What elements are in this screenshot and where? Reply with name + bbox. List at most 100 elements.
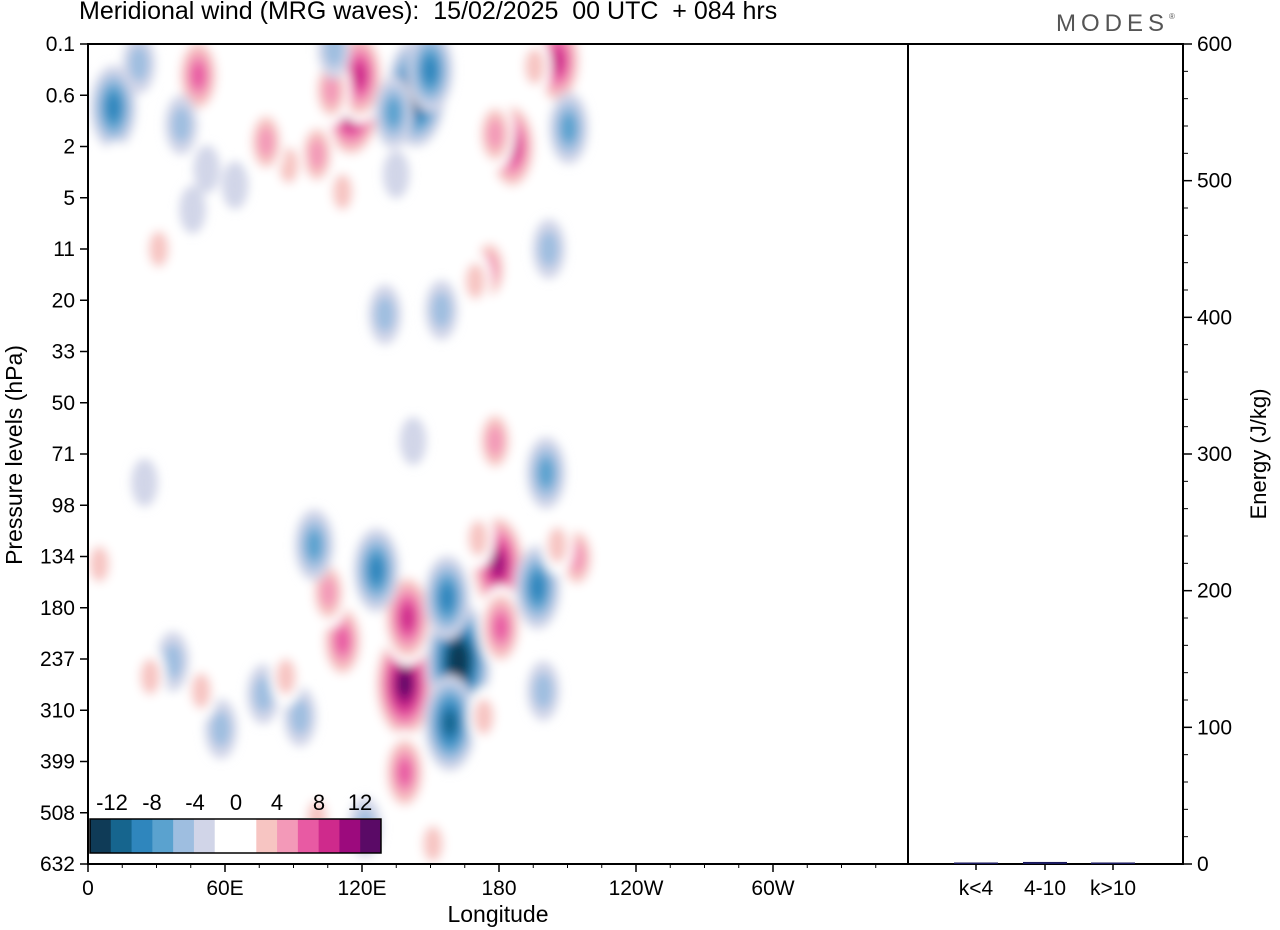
wind-anomaly bbox=[269, 646, 303, 707]
y-tick-label: 71 bbox=[52, 443, 75, 466]
contour-band bbox=[190, 61, 206, 90]
x-tick-label: 180 bbox=[481, 877, 516, 900]
contour-band bbox=[431, 292, 452, 329]
contour-band bbox=[334, 626, 351, 655]
contour-band bbox=[504, 789, 531, 838]
contour-band bbox=[550, 47, 565, 74]
contour-band bbox=[211, 711, 231, 748]
brand-logo: MODES® bbox=[1056, 10, 1175, 38]
wind-anomaly bbox=[423, 674, 476, 771]
wind-anomaly bbox=[261, 327, 288, 376]
colorbar-swatch bbox=[110, 819, 133, 853]
contour-band bbox=[491, 551, 505, 577]
contour-band bbox=[524, 48, 545, 85]
contour-band bbox=[465, 263, 486, 300]
energy-bars: 0 100 200 300 400 500 600 Energy (J/kg) k<4 4-10 k… bbox=[954, 33, 1271, 900]
wind-anomaly bbox=[478, 585, 524, 670]
wind-anomaly bbox=[461, 508, 495, 569]
wind-anomaly bbox=[294, 509, 334, 582]
colorbar-swatch bbox=[173, 819, 195, 853]
wind-anomaly bbox=[131, 458, 158, 507]
x-axis-label: Longitude bbox=[447, 901, 548, 927]
y-tick-label: 508 bbox=[40, 802, 75, 825]
wind-anomaly bbox=[526, 436, 566, 509]
wind-anomaly bbox=[372, 623, 438, 744]
contour-band bbox=[529, 573, 546, 602]
contour-band bbox=[171, 106, 192, 143]
wind-anomaly bbox=[246, 106, 286, 179]
contour-band bbox=[322, 74, 340, 106]
wind-anomaly bbox=[103, 141, 130, 190]
contour-band bbox=[140, 658, 161, 695]
contour-band bbox=[308, 138, 326, 170]
y-tick-label: 2 bbox=[63, 136, 75, 159]
x-tick-label: 60W bbox=[751, 877, 794, 900]
wind-anomaly bbox=[424, 555, 470, 640]
colorbar-label: 4 bbox=[271, 790, 283, 815]
contour-band bbox=[230, 317, 257, 366]
x-tick-label: 60E bbox=[206, 877, 243, 900]
wind-anomaly bbox=[353, 528, 400, 613]
wind-anomaly bbox=[381, 730, 428, 815]
wind-anomaly bbox=[142, 219, 176, 279]
x-tick-label: 0 bbox=[82, 877, 94, 900]
contour-band bbox=[533, 672, 554, 709]
colorbar-label: 12 bbox=[348, 790, 372, 815]
energy-plot-frame bbox=[907, 43, 1184, 865]
contour-band bbox=[191, 672, 211, 709]
wind-anomaly bbox=[467, 686, 501, 747]
wind-anomaly bbox=[326, 161, 359, 222]
energy-tick-label: 200 bbox=[1197, 580, 1232, 603]
y-tick-label: 50 bbox=[52, 392, 75, 415]
colorbar-swatch bbox=[256, 819, 278, 853]
contour-band bbox=[400, 604, 415, 631]
wind-anomaly bbox=[179, 185, 206, 234]
wind-anomaly bbox=[504, 789, 531, 838]
colorbar-frame bbox=[89, 818, 382, 854]
wind-anomaly bbox=[204, 699, 238, 760]
colorbar: -12 -8 -4 0 4 8 12 bbox=[89, 790, 382, 854]
wind-anomaly bbox=[425, 280, 458, 341]
wind-anomaly bbox=[549, 92, 589, 165]
contour-band bbox=[474, 698, 494, 735]
contour-band bbox=[513, 365, 540, 414]
wind-anomaly bbox=[540, 515, 574, 576]
energy-bar bbox=[1023, 861, 1067, 864]
contour-band bbox=[253, 676, 274, 713]
contour-band bbox=[423, 825, 443, 862]
axes: 0.1 0.6 2 5 11 20 33 50 71 98 134 180 237 310 399 508 63… bbox=[1, 33, 1184, 927]
energy-bar bbox=[1091, 862, 1135, 864]
contour-band bbox=[486, 118, 504, 150]
contour-band bbox=[276, 658, 296, 695]
y-tick-label: 20 bbox=[52, 289, 75, 312]
y-tick-label: 11 bbox=[53, 238, 75, 261]
contour-band bbox=[131, 458, 158, 507]
y-tick-label: 0.6 bbox=[46, 84, 75, 107]
contour-band bbox=[493, 613, 509, 642]
wind-anomaly bbox=[373, 76, 413, 149]
wind-anomaly bbox=[532, 219, 566, 279]
colorbar-swatch bbox=[90, 819, 112, 853]
energy-category-label: k>10 bbox=[1090, 877, 1136, 900]
contour-band bbox=[383, 150, 410, 199]
energy-tick-label: 500 bbox=[1197, 170, 1232, 193]
contour-band bbox=[375, 296, 395, 333]
contour-band bbox=[261, 327, 288, 376]
wind-anomaly bbox=[88, 534, 116, 595]
x-tick-label: 120W bbox=[609, 877, 664, 900]
wind-anomaly bbox=[90, 65, 137, 150]
contour-band bbox=[103, 141, 130, 190]
contour-band bbox=[397, 758, 413, 787]
contour-band bbox=[399, 417, 427, 466]
energy-axis-label: Energy (J/kg) bbox=[1246, 389, 1271, 520]
contour-band bbox=[305, 529, 323, 561]
chart-title: Meridional wind (MRG waves): 15/02/2025 … bbox=[79, 0, 778, 25]
wind-anomaly bbox=[381, 569, 434, 666]
contour-band bbox=[547, 527, 568, 564]
energy-tick-label: 600 bbox=[1197, 33, 1232, 56]
wind-anomaly bbox=[383, 150, 410, 199]
colorbar-label: -12 bbox=[96, 790, 128, 815]
colorbar-swatch bbox=[235, 819, 257, 853]
energy-bar bbox=[954, 862, 998, 864]
wind-field bbox=[88, 44, 597, 864]
